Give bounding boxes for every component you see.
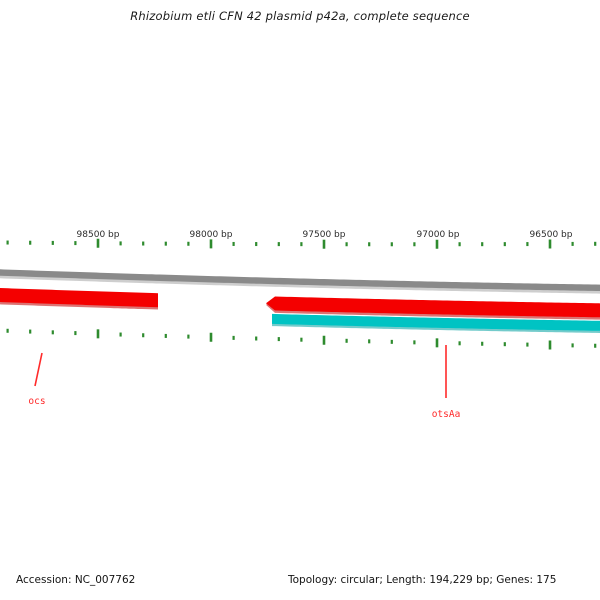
scale-tick-minor xyxy=(571,343,574,348)
scale-tick-minor xyxy=(390,339,393,344)
scale-tick-minor xyxy=(481,242,484,247)
scale-tick-minor xyxy=(164,241,167,246)
scale-tick-minor xyxy=(594,343,597,348)
page-title: Rhizobium etli CFN 42 plasmid p42a, comp… xyxy=(130,9,470,23)
scale-tick-minor xyxy=(368,242,371,247)
scale-tick-minor xyxy=(503,342,506,347)
scale-tick-major xyxy=(209,239,213,249)
footer-accession: Accession: NC_007762 xyxy=(16,574,136,586)
feature-bar-ocs xyxy=(0,288,158,308)
scale-tick-minor xyxy=(255,242,258,247)
scale-tick-minor xyxy=(29,329,32,334)
ruler-tick-label: 96500 bp xyxy=(529,230,573,240)
genome-backbone xyxy=(0,269,600,294)
feature-bars xyxy=(0,288,600,333)
scale-tick-minor xyxy=(413,340,416,345)
scale-tick-minor xyxy=(345,242,348,247)
ruler-tick-label: 98000 bp xyxy=(189,230,233,240)
scale-tick-major xyxy=(322,239,326,249)
feature-leader-line xyxy=(34,352,43,387)
scale-tick-major xyxy=(322,335,326,345)
scale-tick-minor xyxy=(390,242,393,247)
scale-tick-minor xyxy=(345,338,348,343)
scale-tick-major xyxy=(209,332,213,342)
scale-tick-minor xyxy=(142,241,145,246)
feature-bar-cyan xyxy=(272,313,600,331)
scale-tick-minor xyxy=(503,242,506,247)
ruler-tick-label: 98500 bp xyxy=(76,230,120,240)
scale-tick-major xyxy=(548,340,552,350)
scale-tick-minor xyxy=(300,337,303,342)
scale-tick-minor xyxy=(277,337,280,342)
scale-tick-minor xyxy=(74,331,77,336)
scale-tick-minor xyxy=(255,336,258,341)
scale-tick-minor xyxy=(51,240,54,245)
scale-tick-minor xyxy=(413,242,416,247)
backbone-line xyxy=(0,269,600,292)
gene-label-otsAa[interactable]: otsAa xyxy=(431,409,461,420)
scale-tick-minor xyxy=(571,241,574,246)
scale-tick-minor xyxy=(277,242,280,247)
gene-label-ocs[interactable]: ocs xyxy=(28,396,46,407)
scale-tick-minor xyxy=(187,241,190,246)
scale-tick-major xyxy=(548,239,552,249)
footer-summary: Topology: circular; Length: 194,229 bp; … xyxy=(288,574,557,586)
scale-tick-minor xyxy=(29,240,32,245)
scale-tick-minor xyxy=(481,341,484,346)
scale-tick-minor xyxy=(51,330,54,335)
scale-tick-major xyxy=(96,329,100,339)
scale-tick-minor xyxy=(594,241,597,246)
scale-tick-minor xyxy=(119,241,122,246)
scale-tick-minor xyxy=(232,335,235,340)
scale-tick-minor xyxy=(526,242,529,247)
scale-tick-minor xyxy=(300,242,303,247)
scale-tick-minor xyxy=(164,333,167,338)
upper-tick-row xyxy=(6,238,597,249)
lower-tick-row xyxy=(6,328,597,350)
scale-tick-minor xyxy=(368,339,371,344)
scale-tick-minor xyxy=(458,242,461,247)
scale-tick-minor xyxy=(232,241,235,246)
scale-tick-minor xyxy=(74,241,77,246)
scale-tick-minor xyxy=(119,332,122,337)
scale-tick-major xyxy=(435,338,439,348)
scale-tick-minor xyxy=(526,342,529,347)
scale-tick-minor xyxy=(458,341,461,346)
feature-bar-otsAa xyxy=(266,296,600,318)
ruler-tick-label: 97500 bp xyxy=(302,230,346,240)
feature-leader-lines xyxy=(34,345,447,398)
scale-tick-minor xyxy=(142,333,145,338)
scale-tick-minor xyxy=(6,328,9,333)
scale-tick-minor xyxy=(187,334,190,339)
scale-tick-major xyxy=(435,239,439,249)
ruler-tick-label: 97000 bp xyxy=(416,230,460,240)
scale-tick-major xyxy=(96,238,100,248)
scale-tick-minor xyxy=(6,240,9,245)
